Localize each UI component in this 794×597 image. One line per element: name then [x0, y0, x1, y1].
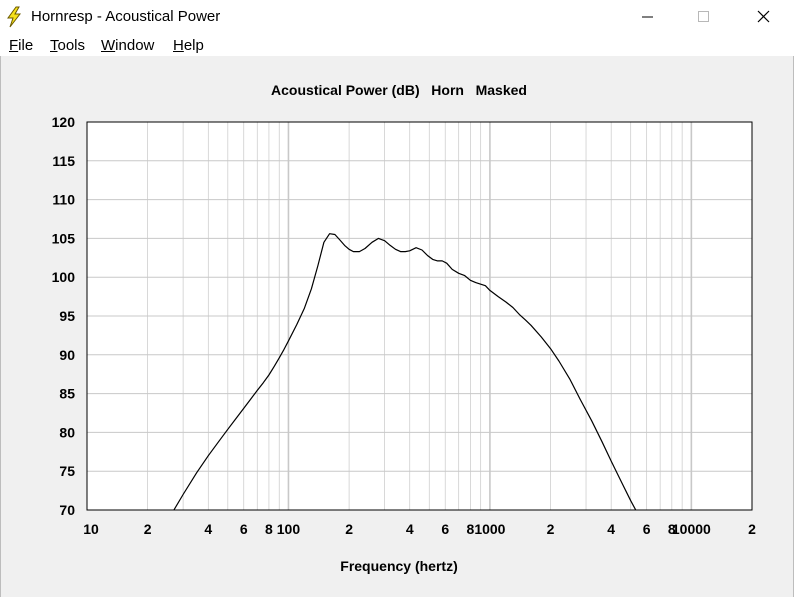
lightning-bolt-icon[interactable] [5, 6, 23, 28]
acoustical-power-chart: Acoustical Power (dB) Horn Masked 70 75 80… [52, 82, 756, 574]
menu-tools-accel: T [50, 37, 58, 54]
x-tick-label: 6 [441, 521, 449, 537]
y-axis-ticks: 70 75 80 85 90 95 100 105 110 115 120 [52, 114, 76, 518]
y-tick-label: 120 [52, 114, 76, 130]
menu-bar: File Tools Window Help [0, 34, 794, 56]
x-tick-label: 8 [265, 521, 273, 537]
x-tick-label: 6 [240, 521, 248, 537]
x-tick-label: 8 [668, 521, 676, 537]
menu-window-accel: W [101, 37, 116, 54]
x-tick-label: 2 [144, 521, 152, 537]
x-tick-label: 2 [345, 521, 353, 537]
y-tick-label: 115 [52, 153, 75, 169]
menu-tools[interactable]: Tools [50, 37, 85, 54]
plot-frame [86, 121, 753, 511]
menu-help-accel: H [173, 37, 184, 54]
x-tick-label: 4 [406, 521, 414, 537]
window-title: Hornresp - Acoustical Power [31, 8, 221, 25]
x-tick-label: 1000 [474, 521, 505, 537]
close-icon [757, 10, 770, 23]
x-tick-label: 10 [83, 521, 99, 537]
y-tick-label: 95 [59, 308, 75, 324]
menu-tools-label: ools [57, 37, 86, 54]
menu-window[interactable]: Window [101, 37, 154, 54]
menu-file-label: ile [18, 37, 34, 54]
close-button[interactable] [740, 0, 786, 34]
menu-file-accel: F [9, 37, 19, 54]
x-tick-label: 8 [466, 521, 474, 537]
y-tick-label: 90 [59, 347, 75, 363]
x-tick-label: 10000 [672, 521, 711, 537]
y-tick-label: 105 [52, 230, 76, 246]
x-tick-label: 2 [547, 521, 555, 537]
y-tick-label: 70 [59, 502, 75, 518]
menu-help-label: elp [183, 37, 204, 54]
chart-title: Acoustical Power (dB) Horn Masked [271, 82, 527, 98]
menu-help[interactable]: Help [173, 37, 204, 54]
x-tick-label: 6 [643, 521, 651, 537]
minimize-button[interactable] [624, 0, 670, 34]
chart-area: Acoustical Power (dB) Horn Masked 70 75 80… [0, 56, 794, 597]
grid-lines [87, 122, 752, 510]
x-axis-label: Frequency (hertz) [340, 558, 457, 574]
y-tick-label: 85 [59, 386, 75, 402]
maximize-icon [698, 11, 709, 22]
y-tick-label: 110 [52, 192, 75, 208]
x-tick-label: 100 [277, 521, 301, 537]
series-line [173, 233, 637, 510]
title-bar: Hornresp - Acoustical Power [0, 0, 794, 34]
menu-file[interactable]: File [9, 37, 33, 54]
x-tick-label: 2 [748, 521, 756, 537]
y-tick-label: 75 [59, 463, 75, 479]
x-tick-label: 4 [204, 521, 212, 537]
menu-window-label: indow [115, 37, 155, 54]
maximize-button[interactable] [681, 0, 727, 34]
x-tick-label: 4 [607, 521, 615, 537]
y-tick-label: 100 [52, 269, 76, 285]
minimize-icon [642, 16, 653, 18]
series-group [173, 233, 637, 510]
y-tick-label: 80 [59, 424, 75, 440]
